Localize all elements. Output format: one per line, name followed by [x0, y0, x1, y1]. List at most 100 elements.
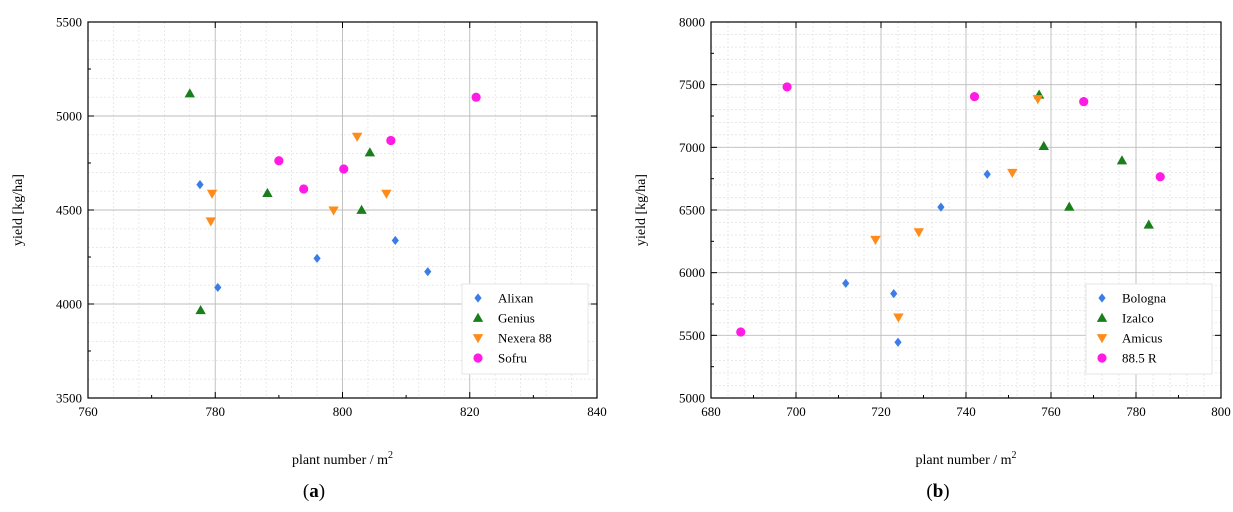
legend: Bologna Izalco Amicus 88.5 R [1085, 283, 1213, 375]
series-sofru [274, 92, 481, 194]
legend-label: Amicus [1122, 331, 1162, 346]
y-axis-label: yield [kg/ha] [11, 174, 26, 246]
data-point [214, 282, 222, 293]
chart-panel-b: 680 700 720 740 760 780 800 5000 5500 6000 6500 700… [634, 15, 1231, 503]
y-tick-label: 5500 [679, 328, 705, 343]
data-point [184, 88, 195, 98]
legend-label: Izalco [1122, 311, 1154, 326]
data-point [1116, 155, 1128, 165]
data-point [842, 278, 850, 288]
data-point [1032, 95, 1044, 105]
data-point [313, 253, 321, 263]
data-point [299, 184, 309, 194]
data-point [1143, 219, 1154, 229]
data-point [1079, 96, 1089, 107]
data-point [328, 206, 339, 216]
x-tick-label: 780 [1126, 404, 1146, 419]
data-point [206, 189, 218, 199]
series-nexera-88 [205, 132, 392, 227]
data-point [205, 217, 216, 227]
legend-label: Alixan [498, 291, 534, 306]
data-point [937, 202, 945, 212]
data-point [969, 91, 980, 102]
series-88-5-r [736, 82, 1165, 337]
series-amicus [870, 95, 1044, 323]
legend-marker [473, 353, 483, 363]
x-tick-label: 680 [701, 404, 721, 419]
y-tick-label: 8000 [679, 15, 705, 30]
panel-caption: (b) [926, 481, 949, 502]
data-point [386, 135, 396, 146]
data-point [381, 189, 392, 199]
x-axis-label: plant number / m2 [292, 450, 393, 468]
legend-label: Sofru [498, 351, 527, 366]
x-tick-label: 700 [786, 404, 806, 419]
data-point [1007, 168, 1018, 178]
x-tick-label: 780 [206, 404, 226, 419]
legend-marker [472, 334, 484, 344]
y-tick-label: 4500 [56, 203, 82, 218]
legend-label: 88.5 R [1122, 351, 1157, 366]
data-point [356, 204, 367, 214]
data-point [894, 337, 902, 347]
x-tick-label: 760 [1041, 404, 1061, 419]
data-point [1155, 172, 1165, 182]
data-point [893, 313, 904, 323]
legend-marker [1096, 334, 1108, 344]
y-axis-label: yield [kg/ha] [634, 174, 649, 246]
series-alixan [196, 180, 432, 293]
legend-label: Bologna [1122, 291, 1166, 306]
data-point [782, 82, 792, 92]
y-tick-label: 7000 [679, 140, 705, 155]
panel-letter: b [933, 481, 944, 502]
x-tick-label: 800 [1211, 404, 1231, 419]
x-tick-label: 820 [460, 404, 480, 419]
legend-box [1085, 283, 1213, 375]
x-tick-label: 760 [78, 404, 98, 419]
y-tick-label: 3500 [56, 391, 82, 406]
legend-label: Nexera 88 [498, 331, 552, 346]
data-point [870, 235, 881, 246]
data-point [1064, 201, 1075, 211]
legend-marker [472, 312, 484, 322]
data-point [274, 156, 284, 166]
panel-caption: (a) [303, 481, 325, 502]
legend-marker [474, 293, 482, 303]
data-point [736, 327, 746, 337]
data-point [471, 92, 481, 102]
data-point [391, 235, 399, 246]
data-point [364, 147, 376, 157]
data-point [983, 169, 991, 179]
legend: Alixan Genius Nexera 88 Sofru [461, 283, 589, 375]
data-point [351, 132, 363, 142]
legend-box [461, 283, 589, 375]
data-point [890, 288, 898, 299]
data-point [913, 228, 925, 238]
x-tick-label: 720 [871, 404, 891, 419]
data-point [1038, 140, 1049, 150]
x-tick-label: 740 [956, 404, 976, 419]
x-axis-label-superscript: 2 [1012, 450, 1017, 461]
x-axis-label-superscript: 2 [388, 450, 393, 461]
series-bologna [842, 169, 991, 347]
x-tick-label: 840 [587, 404, 607, 419]
x-tick-label: 800 [333, 404, 353, 419]
data-point [424, 267, 432, 277]
panel-letter: a [309, 481, 319, 502]
data-point [196, 180, 204, 190]
legend-label: Genius [498, 311, 535, 326]
data-point [262, 187, 273, 197]
y-tick-label: 7500 [679, 77, 705, 92]
data-point [195, 305, 206, 315]
y-tick-label: 5000 [56, 109, 82, 124]
legend-marker [1098, 293, 1106, 303]
y-tick-label: 6500 [679, 203, 705, 218]
x-axis-label: plant number / m2 [915, 450, 1016, 468]
y-tick-label: 4000 [56, 297, 82, 312]
legend-marker [1097, 353, 1107, 363]
y-tick-label: 6000 [679, 265, 705, 280]
series-genius [184, 88, 376, 315]
y-tick-label: 5000 [679, 391, 705, 406]
legend-marker [1096, 312, 1108, 322]
